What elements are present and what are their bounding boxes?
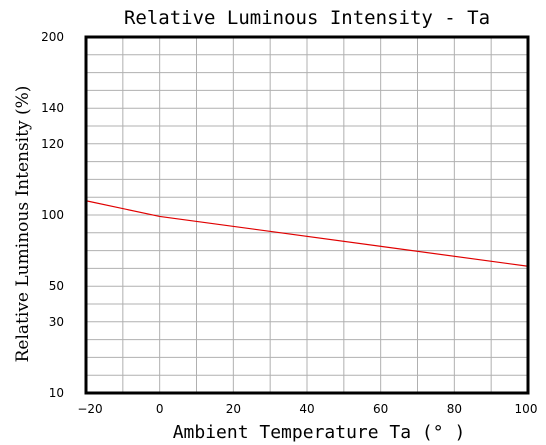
chart-title: Relative Luminous Intensity - Ta <box>124 7 490 29</box>
plot-frame <box>84 35 530 395</box>
y-axis-label: Relative Luminous Intensity (%) <box>13 86 33 363</box>
y-tick-label: 30 <box>49 315 64 329</box>
y-tick-labels: 200 140 120 100 50 30 10 <box>41 30 64 400</box>
grid <box>86 37 528 393</box>
y-tick-label: 140 <box>41 101 64 115</box>
y-tick-label: 200 <box>41 30 64 44</box>
y-tick-label: 120 <box>41 137 64 151</box>
series-line <box>85 200 529 267</box>
x-axis-label: Ambient Temperature Ta (° ) <box>173 422 466 443</box>
series-layer <box>85 200 529 267</box>
x-tick-label: 40 <box>299 402 314 416</box>
y-tick-label: 50 <box>49 279 64 293</box>
x-tick-label: 0 <box>156 402 164 416</box>
x-tick-label: 100 <box>515 402 538 416</box>
x-tick-label: 20 <box>226 402 241 416</box>
x-tick-label: 60 <box>373 402 388 416</box>
y-tick-label: 10 <box>49 386 64 400</box>
x-tick-label: −20 <box>77 402 102 416</box>
y-tick-label: 100 <box>41 208 64 222</box>
x-tick-labels: −20 0 20 40 60 80 100 <box>77 402 537 416</box>
x-tick-label: 80 <box>447 402 462 416</box>
